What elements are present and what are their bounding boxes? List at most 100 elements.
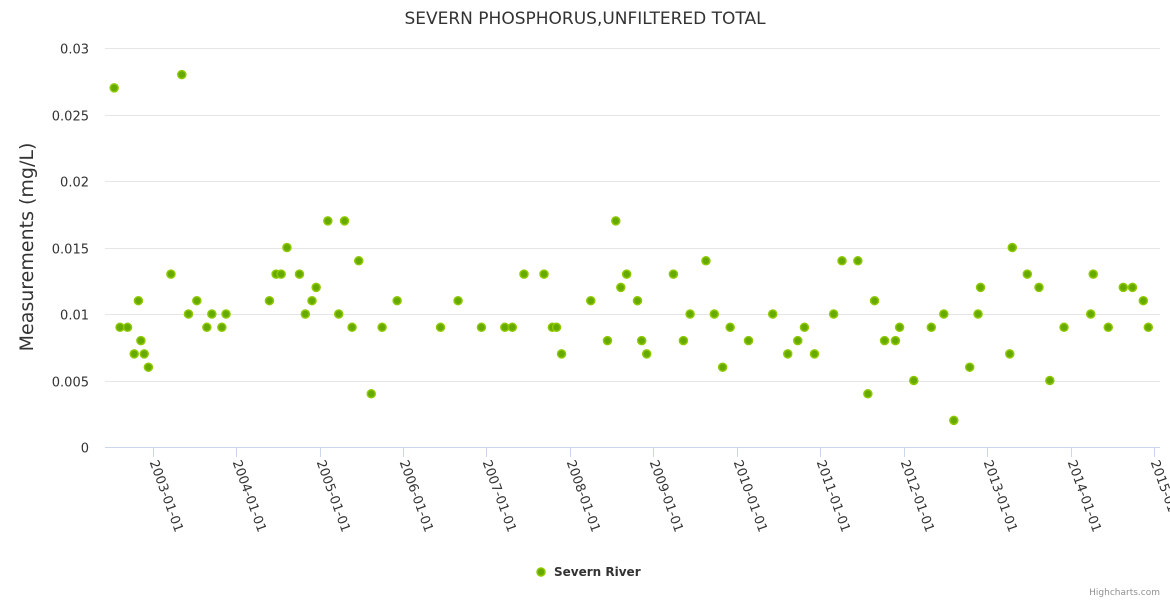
data-point[interactable]: [949, 415, 959, 426]
credits-link[interactable]: Highcharts.com: [1089, 588, 1160, 598]
legend[interactable]: Severn River: [536, 565, 641, 579]
data-point[interactable]: [347, 322, 357, 333]
data-point[interactable]: [602, 335, 613, 346]
data-point[interactable]: [621, 269, 632, 279]
data-point[interactable]: [276, 269, 286, 279]
data-point[interactable]: [879, 335, 890, 346]
data-point[interactable]: [143, 362, 154, 372]
data-point[interactable]: [975, 282, 986, 293]
data-point[interactable]: [139, 349, 149, 359]
data-point[interactable]: [926, 322, 937, 333]
data-point[interactable]: [1103, 322, 1114, 333]
data-point[interactable]: [890, 335, 901, 346]
data-point[interactable]: [551, 322, 562, 333]
data-point[interactable]: [767, 309, 778, 319]
data-point[interactable]: [1143, 322, 1154, 333]
data-point[interactable]: [136, 335, 146, 346]
data-point[interactable]: [668, 269, 679, 279]
data-point[interactable]: [709, 309, 720, 319]
data-point[interactable]: [641, 349, 652, 359]
data-point[interactable]: [183, 309, 194, 319]
data-point[interactable]: [894, 322, 905, 333]
data-point[interactable]: [519, 269, 529, 279]
data-point[interactable]: [392, 295, 402, 306]
data-point[interactable]: [1034, 282, 1044, 293]
data-point[interactable]: [964, 362, 975, 372]
data-point[interactable]: [122, 322, 133, 333]
data-point[interactable]: [192, 295, 202, 306]
data-point[interactable]: [863, 389, 873, 399]
data-point[interactable]: [333, 309, 344, 319]
data-point[interactable]: [129, 349, 139, 359]
x-tick-label: 2013-01-01: [980, 458, 1020, 534]
data-point[interactable]: [743, 335, 754, 346]
data-point[interactable]: [353, 256, 364, 266]
data-point[interactable]: [300, 309, 311, 319]
data-point[interactable]: [1127, 282, 1138, 293]
data-point[interactable]: [616, 282, 626, 293]
data-point[interactable]: [282, 242, 292, 253]
data-point[interactable]: [636, 335, 647, 346]
data-point[interactable]: [611, 216, 621, 226]
data-point[interactable]: [586, 295, 596, 306]
data-point[interactable]: [1138, 295, 1149, 306]
y-tick-label: 0.005: [52, 376, 89, 391]
x-tick-label: 2011-01-01: [813, 458, 853, 534]
x-tick-label: 2010-01-01: [730, 458, 770, 534]
y-tick-label: 0.015: [52, 243, 89, 258]
data-point[interactable]: [1007, 242, 1018, 253]
data-point[interactable]: [311, 282, 321, 293]
data-point[interactable]: [217, 322, 227, 333]
data-point[interactable]: [307, 295, 317, 306]
data-point[interactable]: [869, 295, 880, 306]
data-point[interactable]: [973, 309, 983, 319]
data-point[interactable]: [207, 309, 217, 319]
data-point[interactable]: [828, 309, 839, 319]
data-point[interactable]: [1045, 375, 1055, 386]
data-point[interactable]: [323, 216, 333, 226]
y-tick-label: 0.01: [60, 309, 89, 324]
data-point[interactable]: [177, 69, 187, 80]
x-tick-label: 2005-01-01: [313, 458, 353, 534]
data-point[interactable]: [837, 256, 847, 266]
data-point[interactable]: [476, 322, 487, 333]
data-point[interactable]: [853, 256, 863, 266]
data-point[interactable]: [109, 83, 119, 93]
data-point[interactable]: [453, 295, 463, 306]
data-point[interactable]: [678, 335, 689, 346]
data-point[interactable]: [632, 295, 643, 306]
data-point[interactable]: [221, 309, 231, 319]
y-tick-label: 0.025: [52, 110, 89, 125]
data-point[interactable]: [939, 309, 949, 319]
data-point[interactable]: [294, 269, 305, 279]
y-tick-label: 0.02: [60, 176, 89, 191]
data-point[interactable]: [377, 322, 387, 333]
data-point[interactable]: [1059, 322, 1069, 333]
data-point[interactable]: [556, 349, 567, 359]
data-point[interactable]: [793, 335, 803, 346]
data-point[interactable]: [435, 322, 446, 333]
data-point[interactable]: [366, 389, 377, 399]
data-point[interactable]: [202, 322, 212, 333]
data-point[interactable]: [685, 309, 695, 319]
data-point[interactable]: [507, 322, 518, 333]
data-point[interactable]: [909, 375, 919, 386]
data-point[interactable]: [264, 295, 275, 306]
data-point[interactable]: [1118, 282, 1129, 293]
legend-item-severn-river[interactable]: Severn River: [554, 565, 641, 579]
data-point[interactable]: [339, 216, 350, 226]
data-point[interactable]: [1022, 269, 1033, 279]
x-tick-label: 2009-01-01: [646, 458, 686, 534]
data-point[interactable]: [166, 269, 176, 279]
data-point[interactable]: [799, 322, 810, 333]
data-point[interactable]: [1088, 269, 1098, 279]
data-point[interactable]: [133, 295, 144, 306]
data-point[interactable]: [809, 349, 820, 359]
data-point[interactable]: [717, 362, 728, 372]
data-point[interactable]: [1005, 349, 1015, 359]
data-point[interactable]: [539, 269, 549, 279]
data-point[interactable]: [701, 256, 711, 266]
data-point[interactable]: [1085, 309, 1096, 319]
data-point[interactable]: [725, 322, 735, 333]
data-point[interactable]: [782, 349, 793, 359]
